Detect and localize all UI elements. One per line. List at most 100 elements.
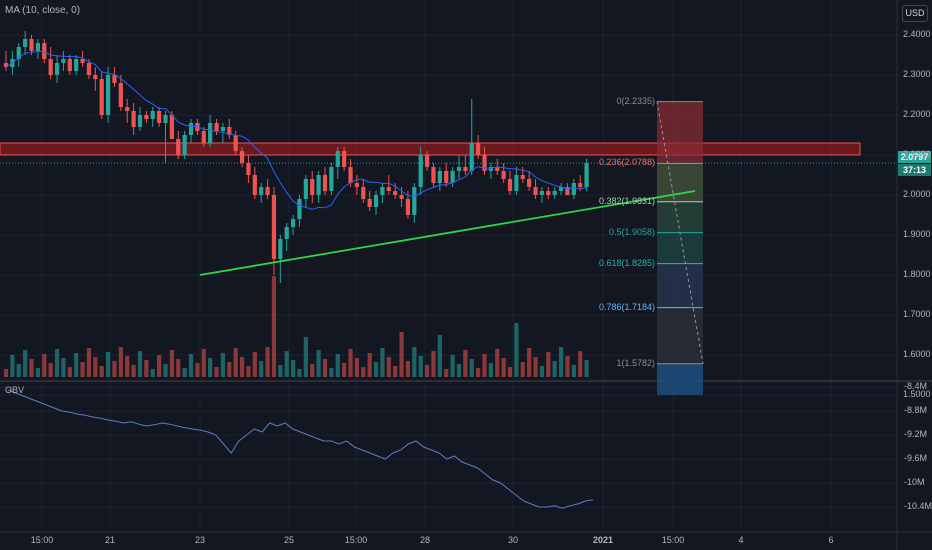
volume-bar: [546, 352, 551, 377]
candle-body: [144, 115, 149, 119]
candle-body: [284, 227, 289, 239]
x-tick-label: 2021: [592, 535, 614, 545]
y-tick-label: 2.4000: [903, 29, 931, 39]
x-tick-label: 6: [828, 535, 834, 545]
candle-body: [220, 127, 226, 131]
candle-body: [137, 115, 143, 127]
volume-bar: [386, 357, 391, 377]
candle-body: [354, 183, 359, 187]
candle-body: [163, 115, 168, 123]
volume-bar: [61, 358, 66, 377]
candle-body: [476, 143, 481, 155]
candle-body: [239, 151, 245, 163]
candle-body: [335, 151, 340, 167]
candle-body: [431, 167, 436, 183]
x-tick-label: 25: [283, 535, 294, 545]
candle-body: [310, 179, 315, 195]
volume-bar: [373, 362, 379, 377]
candle-body: [380, 187, 385, 195]
volume-bar: [118, 347, 123, 377]
obv-y-tick-label: -9.6M: [904, 453, 928, 463]
volume-bar: [112, 361, 117, 377]
candle-body: [252, 175, 257, 195]
candle-body: [188, 123, 194, 135]
candle-body: [297, 199, 302, 219]
candle-body: [201, 131, 206, 143]
volume-bar: [278, 365, 283, 377]
volume-bar: [514, 323, 519, 377]
x-tick-label: 15:00: [344, 535, 368, 545]
candle-body: [48, 59, 53, 75]
volume-bar: [444, 369, 449, 377]
volume-bar: [348, 349, 353, 377]
candle-body: [93, 75, 98, 79]
volume-bar: [246, 366, 251, 377]
candle-body: [125, 107, 130, 111]
volume-bar: [80, 362, 85, 377]
candle-body: [424, 155, 430, 167]
candle-body: [99, 79, 104, 115]
fib-zone: [657, 201, 703, 233]
candle-body: [514, 175, 519, 191]
obv-y-tick-label: -8.8M: [904, 405, 928, 415]
volume-bar: [380, 348, 385, 377]
candle-body: [450, 171, 455, 183]
volume-bar: [329, 368, 334, 377]
ma-indicator-label[interactable]: MA (10, close, 0): [5, 5, 81, 16]
y-tick-label: 2.3000: [903, 69, 931, 79]
volume-bar: [67, 367, 72, 377]
x-tick-label: 28: [419, 535, 430, 545]
candle-body: [482, 155, 487, 171]
fib-zone: [657, 263, 703, 308]
volume-bar: [342, 363, 347, 377]
volume-bar: [233, 348, 238, 377]
candle-body: [539, 191, 545, 195]
volume-bar: [412, 347, 417, 377]
volume-bar: [157, 355, 162, 377]
candle-body: [578, 183, 583, 187]
volume-bar: [239, 357, 245, 377]
candle-body: [361, 187, 366, 199]
fib-level-label: 0.5(1.9058): [608, 226, 655, 237]
volume-bar: [176, 359, 181, 377]
candle-body: [29, 39, 34, 51]
volume-bar: [520, 362, 525, 377]
fib-level-label: 0.618(1.8285): [598, 257, 655, 268]
volume-bar: [450, 355, 455, 377]
candle-body: [42, 43, 47, 59]
obv-indicator-label[interactable]: OBV: [5, 385, 25, 395]
candle-body: [182, 135, 187, 155]
volume-bar: [188, 354, 194, 377]
candle-body: [233, 135, 238, 151]
volume-bar: [48, 363, 53, 377]
candle-body: [246, 163, 251, 175]
candle-body: [54, 63, 60, 75]
candle-body: [501, 171, 506, 179]
volume-bar: [437, 335, 442, 377]
candle-body: [348, 167, 353, 183]
volume-bar: [335, 354, 340, 377]
volume-bar: [201, 349, 206, 377]
volume-bar: [367, 353, 372, 377]
volume-bar: [501, 358, 506, 377]
volume-bar: [539, 366, 545, 377]
volume-bar: [227, 362, 232, 377]
candle-body: [565, 187, 570, 195]
candle-body: [373, 195, 379, 207]
volume-bar: [74, 353, 79, 377]
candle-body: [291, 219, 296, 227]
candle-body: [316, 175, 321, 195]
volume-bar: [195, 363, 200, 377]
obv-y-tick-label: -9.2M: [904, 429, 928, 439]
currency-button[interactable]: USD: [902, 5, 928, 22]
last-price-tag: 2.0797: [898, 151, 931, 163]
volume-bar: [418, 356, 423, 377]
volume-bar: [552, 361, 557, 377]
volume-bar: [507, 367, 513, 377]
volume-bar: [214, 367, 219, 377]
volume-bar: [354, 358, 359, 377]
volume-bar: [3, 369, 9, 377]
volume-bar: [265, 347, 270, 377]
volume-bar: [29, 359, 34, 377]
